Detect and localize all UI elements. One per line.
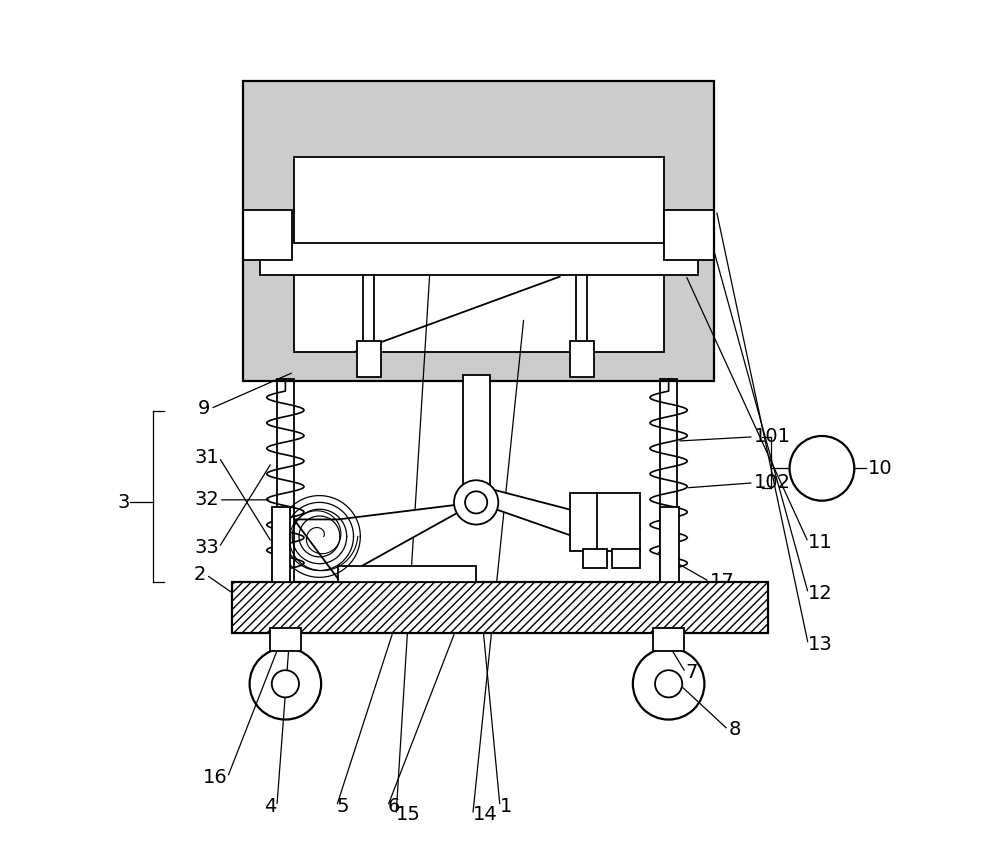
Polygon shape: [476, 489, 641, 551]
Bar: [260, 243, 698, 275]
Text: 102: 102: [754, 473, 791, 492]
Circle shape: [250, 648, 321, 720]
Bar: [570, 341, 594, 378]
Text: 11: 11: [808, 533, 833, 552]
Bar: [232, 581, 768, 633]
Circle shape: [633, 648, 704, 720]
Bar: [463, 375, 490, 502]
Text: 31: 31: [194, 448, 219, 467]
Bar: [583, 550, 607, 568]
Bar: [660, 379, 677, 581]
Text: 6: 6: [388, 797, 400, 816]
Text: 12: 12: [808, 584, 833, 603]
Text: 16: 16: [203, 768, 227, 787]
Circle shape: [655, 670, 682, 697]
Bar: [272, 507, 290, 581]
Text: 1: 1: [500, 797, 512, 816]
Bar: [294, 157, 664, 352]
Polygon shape: [294, 502, 476, 579]
Text: 33: 33: [194, 538, 219, 557]
Bar: [243, 81, 714, 381]
Circle shape: [454, 480, 498, 525]
Text: 2: 2: [194, 565, 206, 584]
Text: 10: 10: [868, 459, 893, 478]
Bar: [277, 379, 294, 581]
Text: 13: 13: [808, 636, 833, 654]
Bar: [664, 210, 714, 260]
Text: 4: 4: [264, 797, 277, 816]
Text: 7: 7: [686, 663, 698, 682]
Bar: [653, 629, 684, 650]
Circle shape: [465, 491, 487, 513]
Text: 32: 32: [194, 490, 219, 509]
Bar: [338, 566, 476, 581]
Bar: [357, 341, 381, 378]
Text: 15: 15: [396, 806, 421, 825]
Bar: [243, 81, 714, 381]
Bar: [660, 507, 679, 581]
Text: 101: 101: [754, 427, 791, 446]
Text: 3: 3: [117, 493, 130, 512]
Circle shape: [790, 436, 854, 501]
Text: 5: 5: [336, 797, 349, 816]
Bar: [270, 629, 301, 650]
Bar: [612, 550, 640, 568]
Circle shape: [272, 670, 299, 697]
Text: 14: 14: [473, 806, 497, 825]
Text: 9: 9: [198, 399, 210, 418]
Text: 17: 17: [710, 572, 734, 591]
Bar: [570, 493, 640, 551]
Bar: [243, 210, 292, 260]
Text: 8: 8: [728, 721, 741, 740]
